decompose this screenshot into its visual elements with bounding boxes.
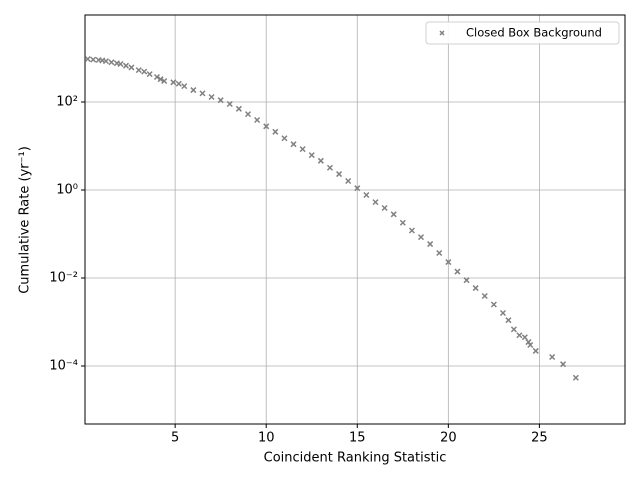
- point: [281, 135, 288, 142]
- point: [490, 301, 497, 308]
- point: [226, 100, 233, 108]
- x-tick-label: 25: [531, 431, 548, 446]
- point: [161, 77, 168, 85]
- point: [290, 141, 297, 148]
- point: [408, 227, 415, 234]
- point: [481, 292, 488, 300]
- point: [372, 199, 379, 206]
- point: [190, 87, 197, 94]
- point: [235, 105, 242, 112]
- point: [525, 339, 532, 346]
- point: [427, 241, 434, 248]
- point: [345, 177, 352, 185]
- point: [326, 164, 333, 171]
- x-tick-label: 15: [349, 431, 366, 446]
- x-tick-label: 5: [171, 431, 179, 446]
- y-tick-label: 10²: [56, 95, 78, 110]
- point: [102, 58, 109, 65]
- point: [317, 157, 324, 164]
- point: [117, 60, 124, 68]
- point: [122, 62, 130, 69]
- point: [521, 334, 528, 341]
- point: [153, 73, 160, 81]
- point: [175, 80, 182, 87]
- y-tick-label: 10⁻²: [49, 270, 78, 285]
- point: [244, 111, 252, 118]
- point: [549, 353, 556, 361]
- point: [354, 185, 361, 192]
- point: [108, 59, 115, 66]
- y-tick-label: 10⁰: [56, 183, 78, 198]
- point: [572, 374, 579, 381]
- point: [217, 97, 224, 104]
- point: [308, 152, 315, 159]
- point: [454, 268, 461, 275]
- legend-box: [425, 21, 620, 45]
- x-tick-label: 10: [258, 431, 275, 446]
- point: [527, 341, 534, 349]
- point: [170, 79, 177, 86]
- series: [84, 55, 579, 381]
- point: [141, 68, 148, 75]
- point: [299, 146, 306, 153]
- point: [208, 93, 215, 101]
- point: [199, 90, 206, 97]
- y-tick-label: 10⁻⁴: [49, 358, 78, 373]
- x-axis-label: Coincident Ranking Statistic: [264, 451, 447, 466]
- y-axis-label: Cumulative Rate (yr⁻¹): [18, 146, 33, 294]
- point: [363, 191, 370, 199]
- point: [499, 309, 507, 317]
- point: [181, 83, 188, 90]
- point: [157, 76, 164, 83]
- point: [263, 123, 270, 130]
- point: [532, 347, 539, 354]
- point: [272, 128, 279, 135]
- point: [417, 234, 425, 241]
- point: [445, 259, 452, 266]
- point: [560, 361, 567, 368]
- point: [336, 171, 343, 178]
- point: [381, 204, 388, 212]
- point: [505, 317, 512, 324]
- point: [128, 64, 135, 71]
- point: [510, 326, 517, 333]
- point: [436, 249, 443, 257]
- plot-frame: [84, 14, 626, 425]
- point: [146, 71, 153, 78]
- point: [390, 211, 397, 218]
- point: [399, 219, 406, 226]
- point: [463, 277, 470, 284]
- point: [90, 56, 97, 63]
- point: [254, 116, 261, 124]
- legend-label: Closed Box Background: [466, 26, 602, 40]
- x-tick-label: 20: [440, 431, 457, 446]
- point: [472, 285, 479, 292]
- legend-marker: [439, 30, 445, 36]
- point: [84, 55, 91, 63]
- point: [516, 332, 523, 339]
- point: [135, 67, 142, 74]
